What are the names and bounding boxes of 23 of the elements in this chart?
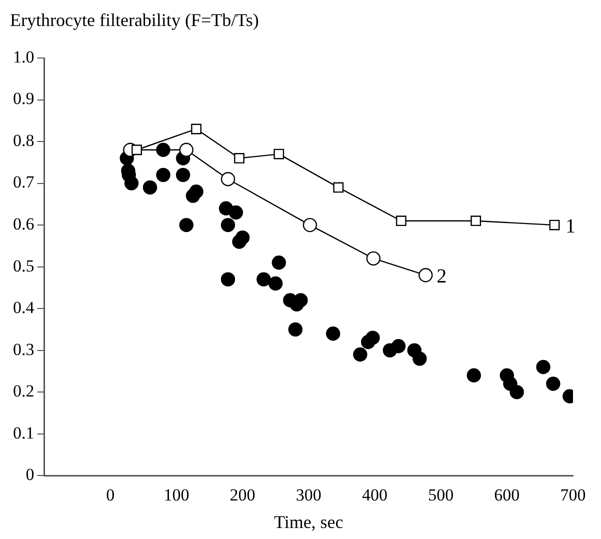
y-tick-label: 0.7 [13,172,35,192]
y-tick-label: 0 [26,465,34,484]
y-tick-label: 0.3 [13,340,34,359]
y-tick-label: 0.1 [13,423,34,442]
x-tick-label: 700 [560,485,586,504]
x-tick-label: 200 [230,485,256,504]
y-tick-label: 0.8 [13,130,34,150]
y-tick-label: 0.4 [13,298,35,318]
x-tick-label: 400 [362,485,388,504]
x-tick-label: 0 [106,485,115,504]
x-tick-label: 100 [164,485,190,504]
x-tick-label: 300 [296,485,322,504]
y-axis-title: Erythrocyte filterability (F=Tb/Ts) [10,10,259,30]
y-tick-label: 0.9 [13,89,34,108]
y-tick-label: 1.0 [13,47,34,66]
x-tick-label: 600 [494,485,520,504]
x-axis-title: Time, sec [274,512,344,532]
series-label: 1 [565,215,576,238]
series-label: 2 [436,265,447,288]
x-tick-label: 500 [428,485,454,504]
y-tick-label: 0.6 [13,214,34,234]
y-tick-label: 0.5 [13,256,34,276]
y-tick-label: 0.2 [13,382,34,401]
